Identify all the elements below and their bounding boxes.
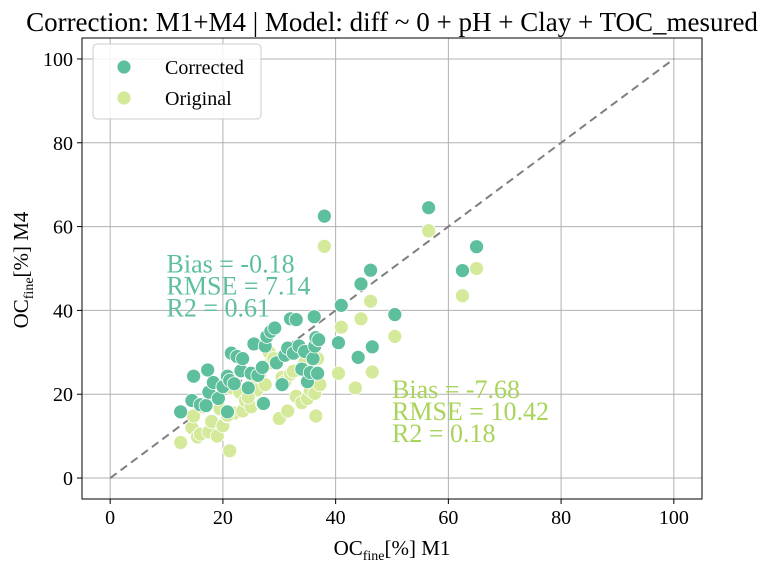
y-tick-label: 0	[63, 468, 73, 490]
y-axis-label-main: OC	[9, 299, 33, 328]
point-corrected	[267, 320, 283, 336]
point-corrected	[310, 365, 326, 381]
point-original	[387, 328, 403, 344]
point-original	[421, 223, 437, 239]
point-original	[308, 408, 324, 424]
x-tick-label: 40	[326, 507, 346, 529]
legend-label-original: Original	[165, 88, 232, 110]
point-corrected	[173, 404, 189, 420]
x-tick-label: 0	[105, 507, 115, 529]
x-axis-label-main: OC	[334, 536, 363, 560]
points-layer	[173, 200, 484, 459]
point-corrected	[220, 404, 235, 420]
point-original	[222, 443, 238, 459]
point-corrected	[288, 312, 304, 328]
point-corrected	[254, 360, 270, 375]
point-corrected	[256, 396, 271, 411]
y-tick-label: 60	[53, 217, 73, 239]
point-original	[333, 319, 349, 335]
x-tick-label: 60	[438, 507, 458, 529]
point-corrected	[353, 276, 369, 292]
stats-line: RMSE = 7.14	[167, 271, 311, 300]
point-original	[353, 311, 369, 327]
x-axis-label-sub: fine	[363, 549, 385, 564]
stats-line: RMSE = 10.42	[392, 397, 549, 426]
point-original	[331, 365, 346, 381]
stats-line: R2 = 0.61	[167, 293, 271, 322]
point-corrected	[455, 263, 470, 278]
point-corrected	[421, 200, 437, 216]
y-axis-label-sub: fine	[22, 277, 37, 299]
point-corrected	[306, 309, 322, 325]
stats-line: Bias = -7.68	[392, 375, 520, 404]
point-corrected	[226, 376, 242, 392]
point-corrected	[469, 239, 484, 255]
point-original	[173, 435, 189, 450]
x-tick-label: 100	[659, 507, 689, 529]
x-tick-label: 20	[213, 507, 233, 529]
point-corrected	[333, 297, 349, 313]
point-corrected	[235, 351, 251, 367]
point-corrected	[305, 351, 321, 367]
legend-marker-original	[116, 90, 132, 106]
x-tick-label: 80	[551, 507, 571, 529]
point-original	[364, 364, 380, 380]
y-axis-label: OCfine[%] M4	[9, 211, 37, 328]
point-corrected	[274, 377, 290, 392]
point-original	[316, 238, 332, 254]
stats-line: Bias = -0.18	[167, 249, 295, 278]
legend-box	[92, 43, 262, 120]
point-corrected	[186, 368, 202, 384]
point-original	[363, 293, 378, 309]
plot-frame	[81, 37, 703, 500]
point-corrected	[311, 332, 327, 348]
point-corrected	[198, 398, 214, 413]
ticks-layer: 0 20 40 60 80 100 0 20 40 60 80 100	[43, 49, 689, 529]
legend-marker-corrected	[116, 59, 132, 75]
point-corrected	[363, 262, 378, 278]
x-axis-label-rest: [%] M1	[385, 536, 451, 560]
point-original	[469, 261, 484, 276]
point-corrected	[387, 307, 403, 323]
stats-line: R2 = 0.18	[392, 419, 496, 448]
point-corrected	[240, 380, 256, 396]
x-axis-label: OCfine[%] M1	[334, 536, 451, 564]
point-corrected	[364, 339, 380, 355]
legend: Corrected Original	[92, 43, 262, 120]
point-original	[280, 403, 296, 419]
y-tick-label: 80	[53, 133, 73, 155]
y-tick-label: 20	[53, 384, 73, 406]
point-corrected	[350, 349, 366, 365]
point-corrected	[331, 335, 346, 351]
chart-title: Correction: M1+M4 | Model: diff ~ 0 + pH…	[26, 7, 758, 37]
y-tick-label: 100	[43, 49, 73, 71]
point-original	[347, 380, 363, 396]
legend-label-corrected: Corrected	[165, 57, 244, 79]
y-axis-label-rest: [%] M4	[9, 211, 33, 277]
point-original	[455, 288, 470, 304]
y-tick-label: 40	[53, 300, 73, 322]
point-corrected	[316, 208, 332, 224]
point-corrected	[200, 362, 216, 378]
